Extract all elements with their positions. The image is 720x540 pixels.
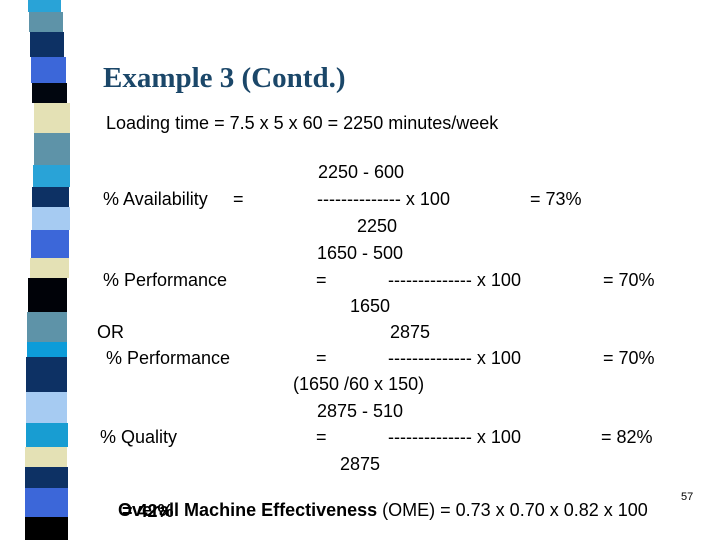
availability-row: % Availability = -------------- x 100 = … (0, 189, 720, 319)
sidebar-block (26, 392, 67, 423)
quality-fraction-bar: -------------- x 100 (388, 427, 521, 447)
performance2-fraction-bar: -------------- x 100 (388, 348, 521, 368)
sidebar-block (32, 187, 69, 207)
availability-result: = 73% (530, 189, 582, 209)
performance1-equals: = (316, 270, 327, 290)
performance1-fraction-bar: -------------- x 100 (388, 270, 521, 290)
sidebar-block (31, 230, 69, 258)
page-number: 57 (681, 491, 694, 503)
slide-title: Example 3 (Contd.) (103, 62, 346, 94)
quality-result: = 82% (601, 427, 653, 447)
sidebar-block (27, 342, 67, 357)
availability-label: % Availability (103, 189, 208, 209)
sidebar-block (26, 423, 68, 447)
or-row: OR 2875 (0, 322, 720, 408)
sidebar-block (32, 207, 70, 230)
availability-numerator: 2250 - 600 (318, 162, 405, 182)
quality-row: % Quality = -------------- x 100 = 82% (0, 427, 720, 540)
ome-rest-text: (OME) = 0.73 x 0.70 x 0.82 x 100 (377, 499, 648, 520)
performance2-denominator: (1650 /60 x 150) (293, 374, 425, 394)
sidebar-block (30, 258, 69, 278)
performance2-equals: = (316, 348, 327, 368)
performance1-numerator: 1650 - 500 (317, 243, 404, 263)
ome-line: Overall Machine Effectiveness (OME) = 0.… (98, 478, 648, 540)
performance2-result: = 70% (603, 348, 655, 368)
availability-fraction-bar: -------------- x 100 (317, 189, 450, 209)
quality-denominator: 2875 (340, 454, 381, 474)
or-label: OR (97, 322, 124, 342)
ome-bold-text: Overall Machine Effectiveness (118, 499, 378, 520)
sidebar-block (26, 357, 67, 392)
sidebar-block (34, 133, 70, 165)
sidebar-block (25, 447, 67, 467)
quality-label: % Quality (100, 427, 178, 447)
sidebar-mosaic-decoration (24, 0, 94, 540)
quality-equals: = (316, 427, 327, 447)
availability-equals: = (233, 189, 244, 209)
sidebar-block (34, 103, 70, 133)
sidebar-block (33, 165, 70, 187)
sidebar-block (30, 32, 64, 57)
performance2-numerator: 2875 (390, 322, 431, 342)
ome-result: = 42% (122, 501, 174, 521)
quality-numerator: 2875 - 510 (317, 401, 404, 421)
sidebar-block (29, 12, 63, 32)
sidebar-block (32, 83, 67, 103)
sidebar-block (27, 312, 67, 342)
performance1-label: % Performance (103, 270, 228, 290)
performance1-row: % Performance = -------------- x 100 = 7… (0, 270, 720, 400)
performance1-result: = 70% (603, 270, 655, 290)
sidebar-block (28, 0, 61, 12)
availability-denominator: 2250 (357, 216, 398, 236)
performance2-label: % Performance (106, 348, 231, 368)
sidebar-block (25, 488, 68, 517)
sidebar-block (25, 517, 68, 540)
sidebar-block (31, 57, 66, 83)
performance2-row: % Performance = -------------- x 100 = 7… (0, 348, 720, 478)
sidebar-block (28, 278, 67, 312)
loading-time-line: Loading time = 7.5 x 5 x 60 = 2250 minut… (106, 113, 499, 133)
sidebar-block (25, 467, 68, 488)
performance1-denominator: 1650 (350, 296, 391, 316)
